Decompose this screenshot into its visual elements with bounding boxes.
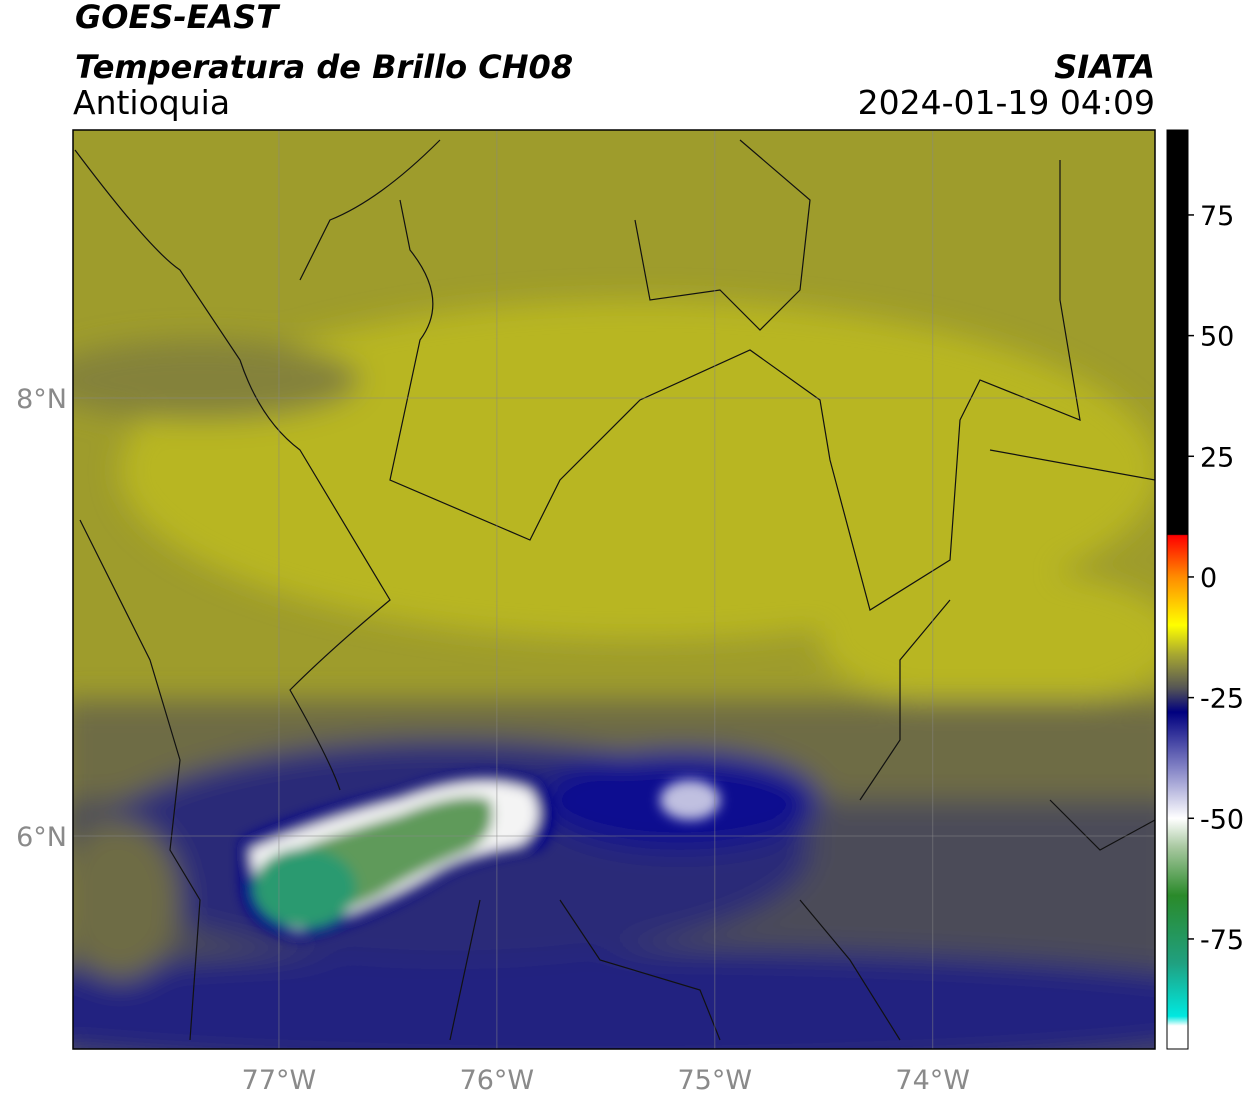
colorbar-tick-label: -75 (1200, 925, 1244, 956)
colorbar-tick-label: 50 (1200, 322, 1234, 353)
map-field (73, 130, 1155, 1049)
datetime: 2024-01-19 04:09 (858, 83, 1155, 122)
colorbar-tick-label: 25 (1200, 442, 1234, 473)
map-frame (72, 129, 1156, 1050)
colorbar-tick-label: -50 (1200, 804, 1244, 835)
source: SIATA (1054, 48, 1155, 86)
colorbar (1166, 129, 1189, 1050)
colorbar-tick-label: -25 (1200, 684, 1244, 715)
x-tick-label: 75°W (678, 1065, 753, 1096)
x-tick-label: 77°W (242, 1065, 317, 1096)
colorbar-tick-label: 0 (1200, 563, 1217, 594)
y-tick-label: 6°N (16, 822, 67, 853)
subtitle: Temperatura de Brillo CH08 (75, 48, 573, 86)
region: Antioquia (73, 83, 230, 122)
x-tick-label: 74°W (895, 1065, 970, 1096)
x-tick-label: 76°W (460, 1065, 535, 1096)
y-tick-label: 8°N (16, 384, 67, 415)
colorbar-tick-label: 75 (1200, 201, 1234, 232)
title: GOES-EAST (75, 0, 280, 36)
